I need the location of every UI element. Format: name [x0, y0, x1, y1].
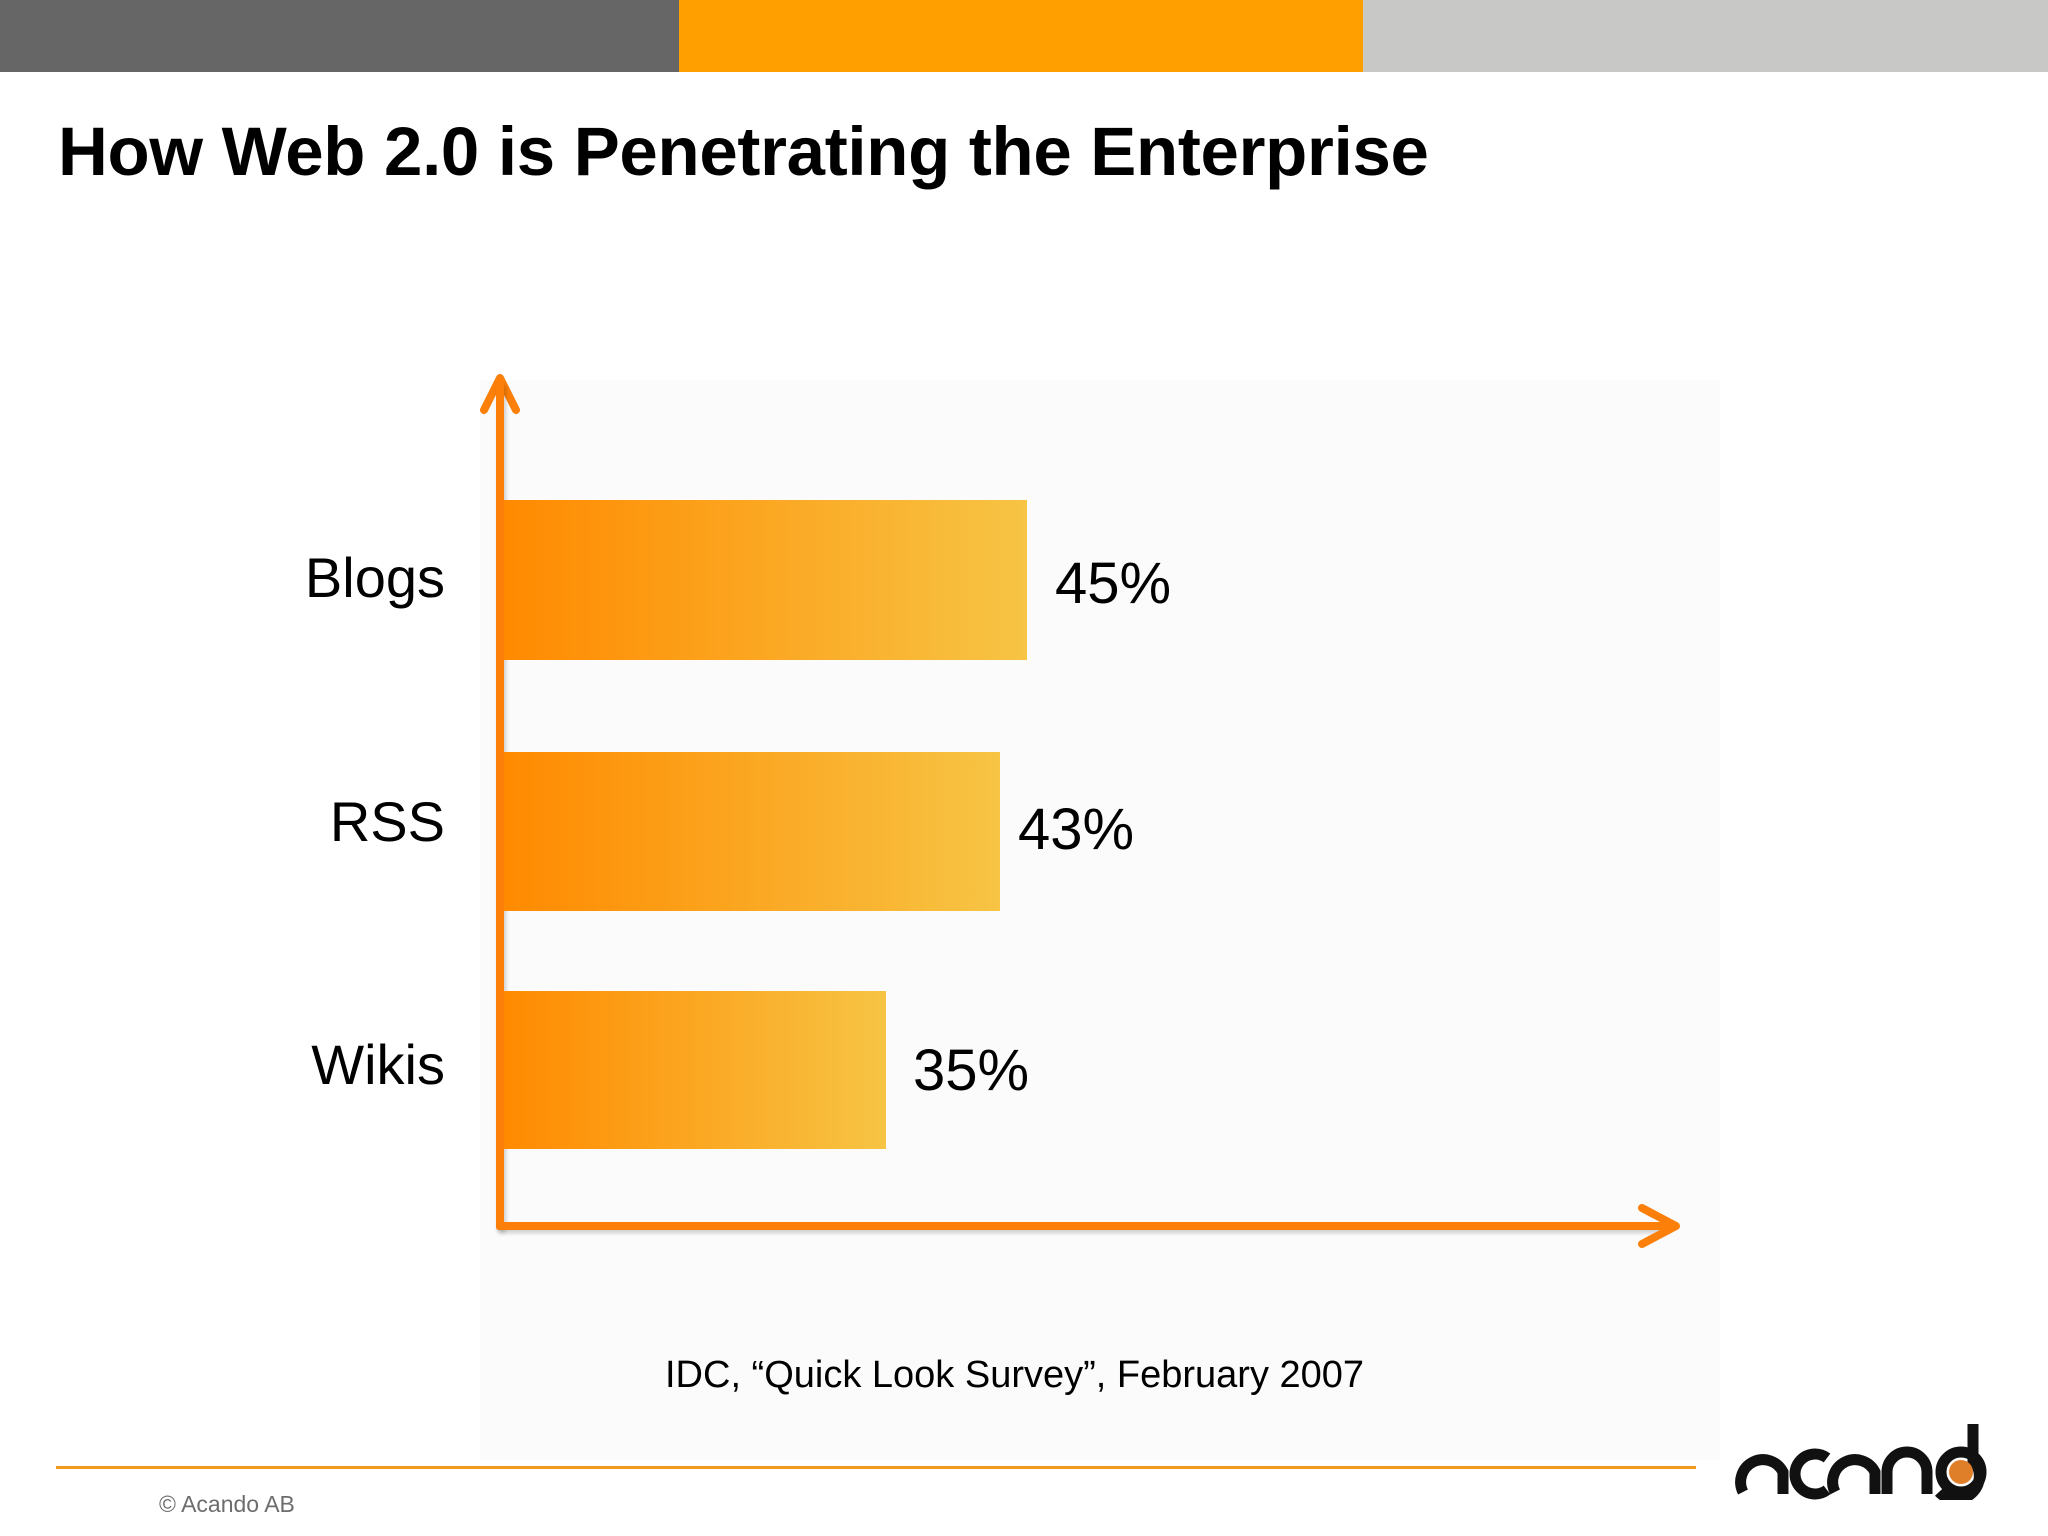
value-label-wikis: 35% [913, 1038, 1030, 1103]
category-label-rss: RSS [329, 790, 445, 853]
copyright-text: © Acando AB [159, 1491, 295, 1517]
value-label-blogs: 45% [1055, 551, 1172, 616]
x-axis-arrow-icon [1638, 1204, 1680, 1248]
footer-divider [56, 1466, 1696, 1469]
y-axis-arrow-icon [480, 374, 520, 414]
category-label-blogs: Blogs [304, 546, 445, 609]
value-label-rss: 43% [1018, 797, 1135, 862]
bar-wikis [504, 991, 886, 1149]
header-bar-orange [679, 0, 1363, 72]
x-axis [496, 1222, 1668, 1230]
y-axis [496, 382, 504, 1230]
header-bar-gray [0, 0, 679, 72]
bar-blogs [504, 500, 1027, 660]
acando-logo-icon [1735, 1424, 1987, 1500]
header-bar-light-gray [1363, 0, 2048, 72]
category-label-wikis: Wikis [311, 1033, 445, 1096]
slide-title: How Web 2.0 is Penetrating the Enterpris… [58, 113, 1429, 190]
source-citation: IDC, “Quick Look Survey”, February 2007 [665, 1354, 1365, 1396]
bar-rss [504, 752, 1000, 911]
